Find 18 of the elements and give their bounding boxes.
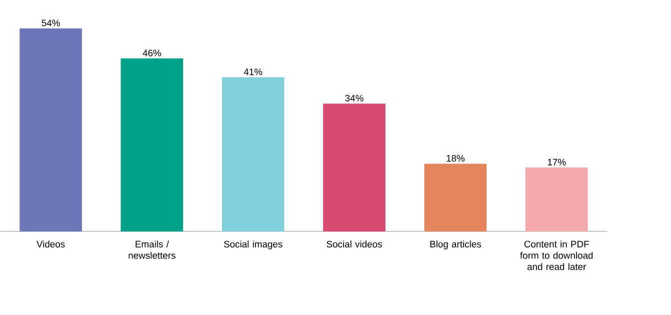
x-tick-label: Videos — [36, 240, 65, 248]
bar — [20, 28, 82, 232]
x-tick-label: Social images — [224, 240, 282, 250]
x-tick-label: Blog articles — [430, 240, 481, 250]
data-label: 54% — [42, 20, 60, 26]
data-label: 17% — [548, 159, 566, 166]
data-label: 34% — [345, 95, 364, 102]
bar — [525, 168, 588, 232]
x-tick-label: Social videos — [326, 240, 382, 248]
bar — [424, 164, 487, 232]
x-tick-label: Emails / newsletters — [128, 240, 176, 259]
bar — [222, 77, 284, 232]
bar — [323, 104, 386, 232]
x-tick-label: Content in PDF form to download and read later — [520, 240, 593, 270]
bar — [120, 58, 184, 232]
data-label: 41% — [244, 68, 262, 76]
data-label: 46% — [142, 50, 162, 57]
data-label: 18% — [446, 155, 465, 162]
